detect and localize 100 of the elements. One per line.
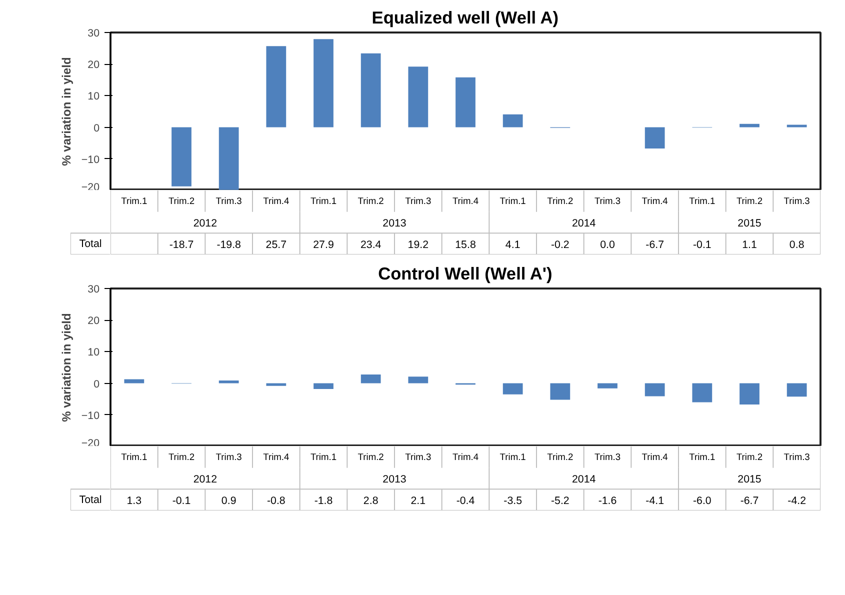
x-tick-label: Trim.1 — [310, 196, 337, 206]
bar — [124, 379, 144, 384]
bar — [218, 127, 239, 190]
chart-title: Equalized well (Well A) — [372, 8, 559, 28]
bar — [502, 383, 523, 394]
bar — [360, 53, 381, 128]
x-tick-label: Trim.1 — [310, 452, 337, 462]
y-tick-label: 20 — [88, 59, 100, 72]
text: Total — [79, 238, 102, 250]
bar — [644, 383, 665, 396]
x-tick-label: Trim.2 — [736, 452, 763, 462]
data-label: -0.1 — [172, 494, 191, 507]
text: 2013 — [382, 474, 406, 486]
data-label: -0.2 — [550, 238, 570, 251]
data-label: -1.8 — [314, 494, 333, 507]
x-tick-label: Trim.2 — [547, 196, 574, 206]
data-label: -4.1 — [646, 494, 664, 507]
data-label: 0.0 — [600, 238, 615, 251]
x-tick-label: Trim.4 — [452, 196, 479, 206]
data-label: -19.8 — [216, 238, 242, 251]
x-tick-label: Trim.4 — [263, 196, 290, 206]
x-tick-label: Trim.4 — [642, 196, 668, 206]
x-tick-label: Trim.2 — [547, 452, 574, 462]
bar — [266, 46, 286, 128]
x-tick-label: Trim.3 — [784, 452, 810, 462]
data-label: -5.2 — [550, 494, 570, 507]
chart-title: Control Well (Well A') — [378, 264, 552, 284]
bar — [786, 124, 807, 128]
x-tick-label: Trim.1 — [121, 452, 148, 462]
data-label: -6.0 — [692, 494, 712, 507]
y-tick-label: 20 — [88, 315, 100, 328]
bar — [502, 114, 523, 128]
bar — [218, 380, 239, 384]
x-tick-label: Trim.1 — [121, 196, 148, 206]
bar — [408, 66, 428, 128]
y-tick-label: 10 — [88, 90, 100, 103]
y-tick-label: 0 — [94, 122, 100, 134]
text: 2015 — [738, 474, 762, 486]
data-label: -6.7 — [646, 238, 664, 251]
data-label: -0.1 — [692, 238, 712, 251]
bar — [314, 383, 334, 389]
data-label: -1.6 — [598, 494, 617, 507]
bar — [172, 127, 192, 186]
x-tick-label: Trim.3 — [405, 196, 432, 206]
y-tick-label: −10 — [81, 154, 100, 166]
x-tick-label: Trim.3 — [216, 196, 242, 206]
y-tick-label: 30 — [88, 284, 100, 296]
y-axis-title: % variation in yield — [59, 313, 74, 422]
x-tick-label: Trim.3 — [216, 452, 242, 462]
bar — [408, 376, 428, 384]
x-tick-label: Trim.1 — [500, 452, 526, 462]
bar — [360, 374, 381, 384]
data-label: 4.1 — [505, 238, 520, 251]
text: 2012 — [193, 474, 218, 486]
text: 2013 — [382, 218, 406, 230]
data-label: 27.9 — [313, 238, 334, 251]
data-label: 25.7 — [266, 238, 287, 251]
x-tick-label: Trim.1 — [689, 452, 716, 462]
x-tick-label: Trim.1 — [500, 196, 526, 206]
text: Total — [79, 494, 102, 506]
x-tick-label: Trim.1 — [689, 196, 716, 206]
data-label: -3.5 — [504, 494, 522, 507]
x-tick-label: Trim.4 — [642, 452, 668, 462]
data-label: -0.4 — [456, 494, 475, 507]
x-tick-label: Trim.3 — [594, 196, 621, 206]
data-label: -0.8 — [266, 494, 286, 507]
x-tick-label: Trim.4 — [452, 452, 479, 462]
text: 2014 — [572, 474, 596, 486]
data-label: 1.3 — [126, 494, 142, 507]
data-label: 0.8 — [789, 238, 804, 251]
data-label: 23.4 — [360, 238, 382, 251]
bar — [314, 39, 334, 128]
data-label: 1.1 — [742, 238, 757, 251]
x-tick-label: Trim.3 — [594, 452, 621, 462]
bar — [266, 383, 286, 386]
data-label: 0.9 — [221, 494, 236, 507]
y-tick-label: −10 — [81, 410, 100, 422]
text: 2012 — [193, 218, 218, 230]
data-label: 2.1 — [410, 494, 426, 507]
bar — [456, 77, 476, 128]
y-tick-label: 30 — [88, 28, 100, 40]
x-tick-label: Trim.2 — [168, 196, 195, 206]
x-tick-label: Trim.3 — [784, 196, 810, 206]
x-tick-label: Trim.3 — [405, 452, 432, 462]
y-tick-label: 0 — [94, 378, 100, 390]
data-label: 19.2 — [408, 238, 429, 251]
x-tick-label: Trim.2 — [736, 196, 763, 206]
y-axis-title: % variation in yield — [59, 57, 74, 166]
text: 2015 — [738, 218, 762, 230]
text: 2014 — [572, 218, 596, 230]
bar — [644, 127, 665, 148]
bar — [740, 383, 760, 404]
data-label: 15.8 — [455, 238, 476, 251]
x-tick-label: Trim.4 — [263, 452, 290, 462]
y-tick-label: 10 — [88, 346, 100, 359]
x-tick-label: Trim.2 — [358, 452, 384, 462]
data-label: -18.7 — [169, 238, 194, 251]
data-label: -4.2 — [788, 494, 806, 507]
x-tick-label: Trim.2 — [358, 196, 384, 206]
bar — [692, 383, 712, 402]
